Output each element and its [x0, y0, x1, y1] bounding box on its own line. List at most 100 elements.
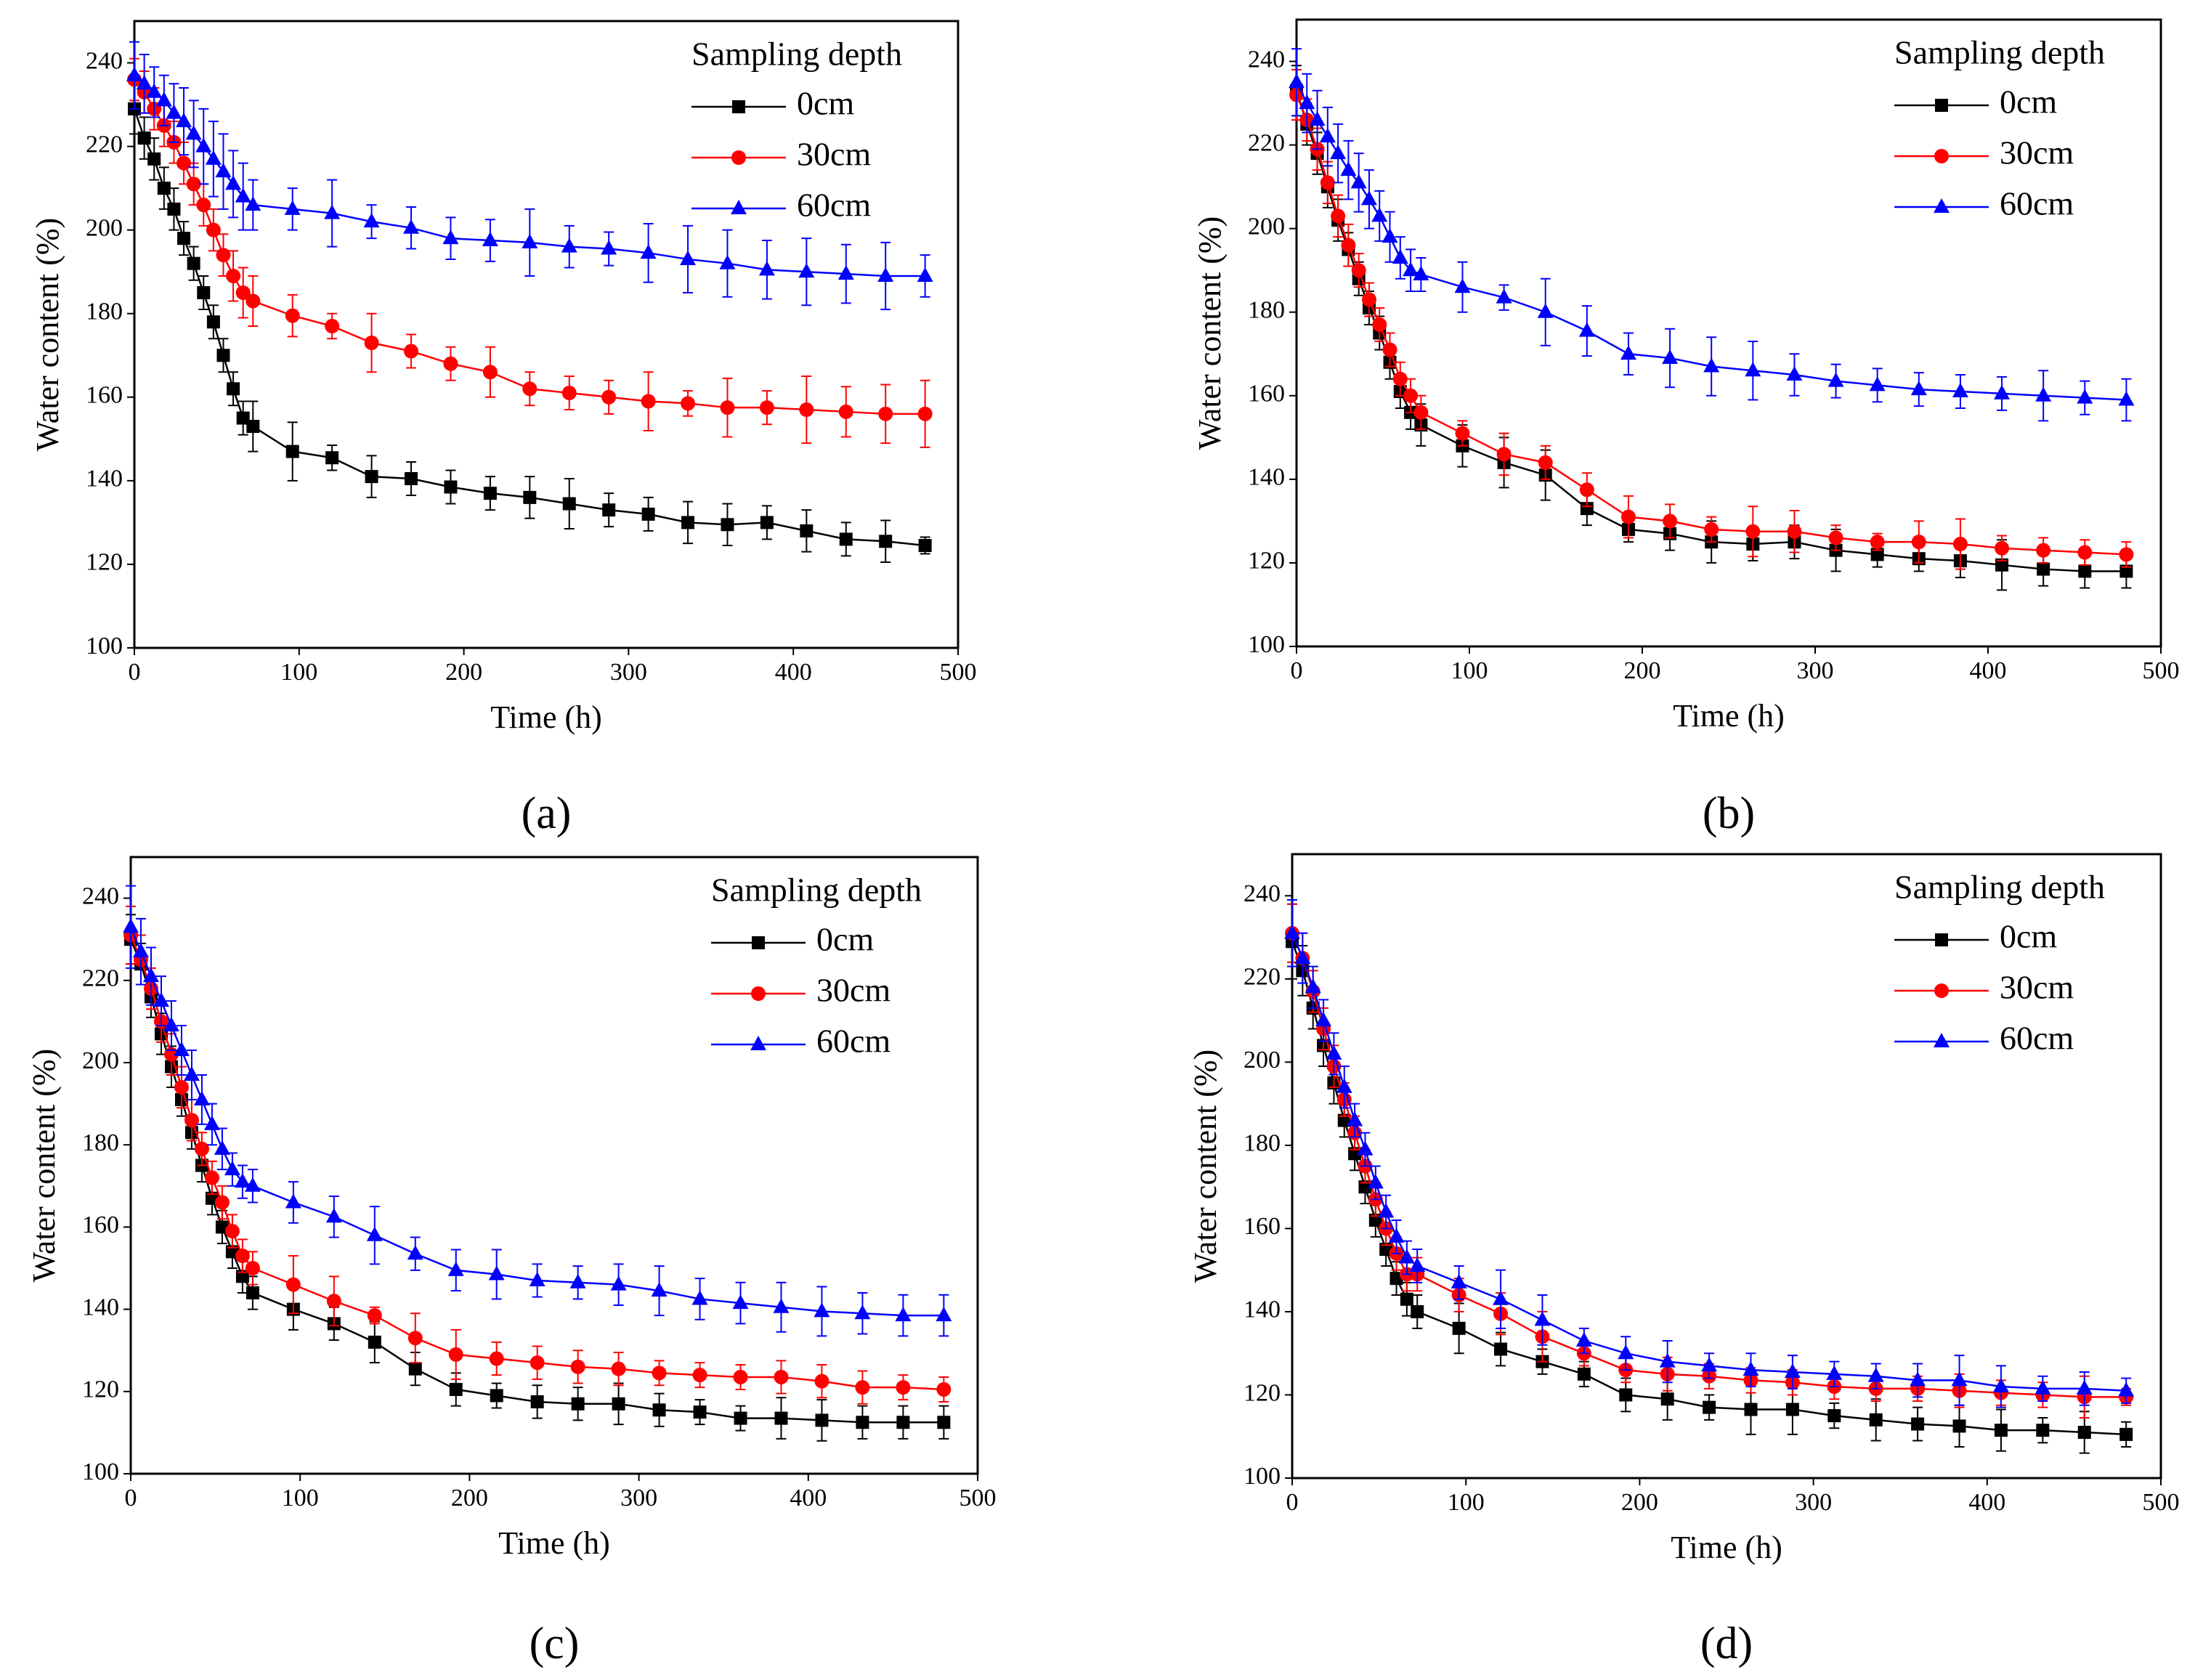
marker — [2036, 543, 2051, 558]
marker — [561, 386, 577, 401]
marker — [1493, 1290, 1509, 1305]
marker — [447, 1261, 464, 1276]
marker — [1620, 345, 1636, 360]
x-tick-label: 400 — [1970, 657, 2007, 684]
marker — [155, 92, 172, 107]
marker — [731, 200, 747, 214]
marker — [522, 381, 537, 397]
marker — [1577, 1367, 1591, 1381]
marker — [1337, 1113, 1351, 1127]
marker — [1745, 524, 1761, 539]
marker — [731, 150, 746, 165]
x-tick-label: 200 — [451, 1485, 488, 1511]
marker — [235, 1249, 250, 1264]
y-axis-label: Water content (%) — [26, 1049, 62, 1282]
marker — [214, 1195, 230, 1210]
x-tick-label: 500 — [960, 1485, 997, 1511]
marker — [284, 200, 301, 215]
marker — [571, 1397, 585, 1411]
marker — [2118, 1381, 2135, 1397]
y-tick-label: 100 — [86, 633, 123, 660]
marker — [752, 936, 765, 949]
marker — [325, 451, 339, 465]
marker — [1326, 1044, 1342, 1060]
marker — [194, 1141, 209, 1156]
marker — [681, 396, 696, 411]
series — [1284, 898, 2135, 1408]
x-tick-label: 400 — [790, 1485, 827, 1511]
plot-frame — [129, 856, 979, 1475]
marker — [1952, 1419, 1966, 1433]
y-tick-label: 180 — [1244, 1130, 1281, 1157]
series — [126, 41, 933, 310]
marker — [285, 1193, 301, 1209]
marker — [759, 400, 774, 415]
marker — [246, 420, 260, 434]
marker — [839, 532, 853, 546]
marker — [206, 222, 221, 238]
marker — [530, 1355, 545, 1371]
marker — [562, 497, 576, 511]
marker — [879, 535, 893, 548]
marker — [936, 1381, 952, 1397]
marker — [206, 315, 220, 329]
y-tick-label: 200 — [82, 1047, 119, 1074]
marker — [184, 1113, 199, 1128]
marker — [652, 1365, 667, 1381]
marker — [1360, 190, 1377, 206]
marker — [1952, 537, 1968, 552]
legend-label: 30cm — [816, 972, 891, 1009]
marker — [1952, 383, 1968, 398]
marker — [246, 293, 261, 309]
marker — [1496, 288, 1512, 304]
marker — [1934, 198, 1950, 213]
marker — [1413, 265, 1429, 280]
legend-title: Sampling depth — [1894, 34, 2105, 71]
marker — [236, 411, 250, 425]
marker — [147, 152, 161, 166]
marker — [1995, 558, 2009, 572]
marker — [733, 1369, 748, 1384]
y-tick-label: 220 — [86, 131, 123, 158]
marker — [1994, 1424, 2008, 1437]
marker — [1994, 384, 2011, 399]
marker — [2037, 562, 2050, 576]
marker — [405, 471, 418, 485]
series — [123, 905, 952, 1405]
x-axis-label: Time (h) — [498, 1525, 610, 1561]
marker — [176, 113, 192, 128]
marker — [224, 1161, 240, 1176]
marker — [2035, 386, 2052, 402]
marker — [2076, 1379, 2093, 1395]
legend-title: Sampling depth — [691, 36, 902, 73]
marker — [235, 1270, 249, 1283]
marker — [1934, 983, 1949, 998]
y-tick-label: 180 — [1248, 297, 1285, 324]
marker — [1663, 514, 1678, 529]
marker — [1413, 405, 1429, 420]
marker — [1409, 1257, 1426, 1272]
marker — [245, 1261, 260, 1275]
marker — [561, 238, 577, 253]
series — [124, 914, 951, 1442]
marker — [1347, 1111, 1363, 1127]
marker — [490, 1389, 503, 1403]
marker — [732, 1294, 749, 1310]
marker — [1452, 1321, 1466, 1335]
marker — [324, 204, 341, 219]
marker — [407, 1331, 423, 1346]
marker — [126, 66, 142, 81]
marker — [186, 176, 201, 192]
marker — [1743, 1361, 1759, 1376]
marker — [800, 524, 814, 537]
plot-frame — [133, 20, 960, 649]
marker — [751, 986, 766, 1001]
y-tick-label: 140 — [82, 1294, 119, 1320]
marker — [895, 1307, 912, 1322]
marker — [1867, 1367, 1884, 1382]
y-tick-label: 100 — [82, 1458, 119, 1485]
marker — [1357, 1140, 1374, 1156]
marker — [1454, 278, 1471, 293]
